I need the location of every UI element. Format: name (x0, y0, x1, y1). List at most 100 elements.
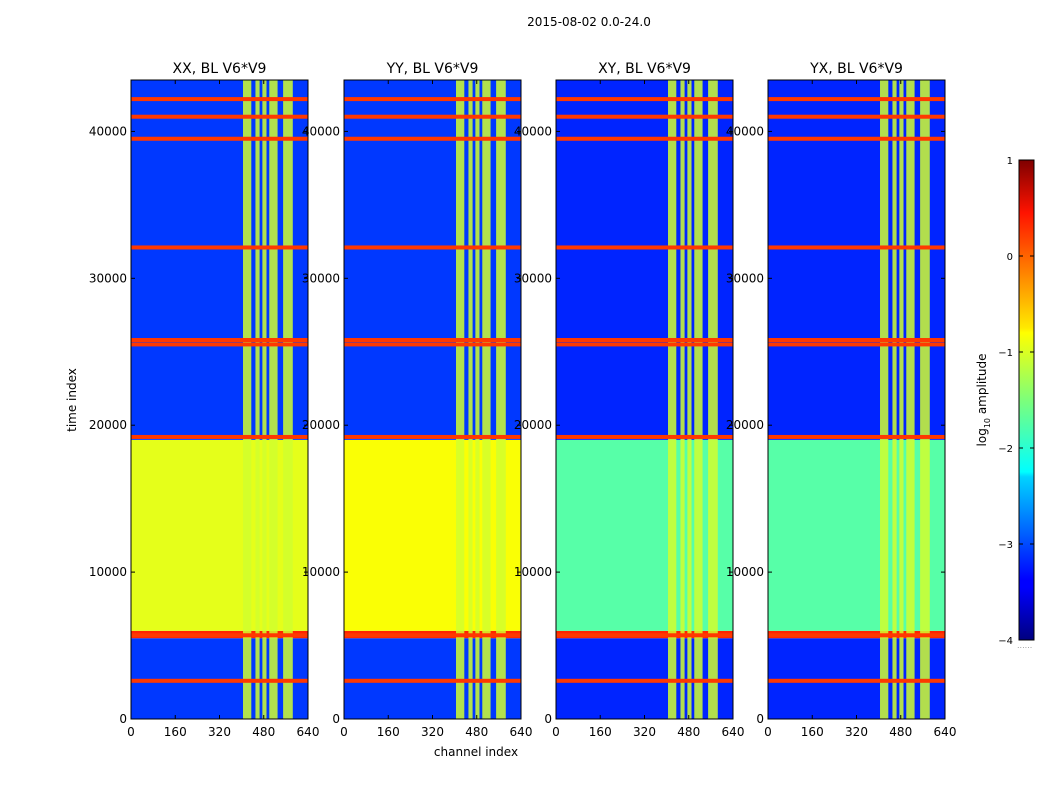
flag-row (131, 342, 308, 347)
colorbar-label: log10 amplitude (975, 354, 992, 447)
flag-row (768, 633, 945, 638)
flag-row (131, 97, 308, 102)
flag-row (556, 678, 733, 683)
y-tick-label: 40000 (726, 124, 764, 138)
flag-row (768, 245, 945, 250)
time-segment (768, 439, 945, 631)
y-axis-label: time index (65, 368, 79, 432)
flag-row (556, 97, 733, 102)
x-tick-label: 480 (252, 725, 275, 739)
time-segment (344, 80, 521, 440)
flag-row (344, 114, 521, 119)
x-tick-label: 0 (127, 725, 135, 739)
time-segment (131, 638, 308, 719)
flag-row (344, 245, 521, 250)
flag-row (556, 434, 733, 439)
time-segment (768, 638, 945, 719)
x-tick-label: 320 (845, 725, 868, 739)
colorbar-tick-label: 1 (1007, 156, 1013, 167)
flag-row (344, 97, 521, 102)
flag-row (131, 633, 308, 638)
flag-row (556, 136, 733, 141)
flag-row (768, 678, 945, 683)
time-segment (344, 439, 521, 631)
heatmap-image (131, 80, 308, 719)
y-tick-label: 20000 (726, 418, 764, 432)
figure-suptitle: 2015-08-02 0.0-24.0 (527, 15, 651, 29)
time-segment (768, 80, 945, 440)
x-axis-label: channel index (434, 745, 518, 759)
flag-row (556, 633, 733, 638)
heatmap-image (344, 80, 521, 719)
panel-title: XY, BL V6*V9 (598, 61, 691, 77)
x-tick-label: 0 (764, 725, 772, 739)
flag-row (556, 342, 733, 347)
flag-row (556, 245, 733, 250)
flag-row (131, 245, 308, 250)
colorbar-gradient (1018, 159, 1035, 641)
channel-band (880, 80, 889, 719)
y-tick-label: 10000 (302, 565, 340, 579)
x-tick-label: 320 (208, 725, 231, 739)
channel-band (708, 80, 718, 719)
y-tick-label: 10000 (514, 565, 552, 579)
channel-band (269, 80, 278, 719)
x-tick-label: 480 (889, 725, 912, 739)
flag-row (768, 114, 945, 119)
x-tick-label: 160 (801, 725, 824, 739)
colorbar-tick-label: −3 (998, 540, 1013, 551)
flag-row (768, 434, 945, 439)
y-tick-label: 0 (544, 712, 552, 726)
panel-xy: XY, BL V6*V9 0 160 320 480 640 0 10000 20000 3000… (514, 61, 745, 739)
channel-band (482, 80, 491, 719)
flag-row (344, 338, 521, 343)
time-segment (556, 439, 733, 631)
x-tick-label: 640 (510, 725, 533, 739)
flag-row (556, 114, 733, 119)
y-tick-label: 20000 (302, 418, 340, 432)
time-segment (131, 80, 308, 440)
y-tick-label: 40000 (302, 124, 340, 138)
flag-row (344, 633, 521, 638)
y-tick-label: 10000 (89, 565, 127, 579)
channel-band (680, 80, 685, 719)
channel-band (687, 80, 692, 719)
flag-row (556, 338, 733, 343)
time-segment (344, 638, 521, 719)
y-tick-label: 30000 (89, 271, 127, 285)
colorbar-ticks: 1 0 −1 −2 −3 −4 (998, 156, 1034, 647)
x-tick-label: 160 (589, 725, 612, 739)
panel-title: XX, BL V6*V9 (173, 61, 267, 77)
flag-row (768, 338, 945, 343)
y-tick-label: 20000 (514, 418, 552, 432)
panel-title: YY, BL V6*V9 (386, 61, 479, 77)
flag-row (131, 114, 308, 119)
flag-row (344, 136, 521, 141)
x-tick-label: 160 (164, 725, 187, 739)
y-tick-label: 30000 (302, 271, 340, 285)
x-tick-label: 640 (297, 725, 320, 739)
heatmap-image (556, 80, 733, 719)
x-tick-label: 480 (465, 725, 488, 739)
channel-band (283, 80, 293, 719)
colorbar-tick-label: 0 (1007, 252, 1013, 263)
x-tick-label: 160 (377, 725, 400, 739)
channel-band (456, 80, 465, 719)
panel-xx: XX, BL V6*V9 0 160 320 480 640 0 10000 20000 3000… (89, 61, 320, 739)
y-tick-label: 30000 (514, 271, 552, 285)
flag-row (131, 434, 308, 439)
heatmap-image (768, 80, 945, 719)
flag-row (768, 97, 945, 102)
x-tick-label: 0 (552, 725, 560, 739)
x-tick-label: 0 (340, 725, 348, 739)
y-tick-label: 10000 (726, 565, 764, 579)
flag-row (344, 434, 521, 439)
time-segment (131, 439, 308, 631)
channel-band (892, 80, 897, 719)
channel-band (920, 80, 930, 719)
flag-row (131, 678, 308, 683)
y-tick-label: 0 (756, 712, 764, 726)
flag-row (344, 342, 521, 347)
colorbar-tick-label: −4 (998, 636, 1013, 647)
